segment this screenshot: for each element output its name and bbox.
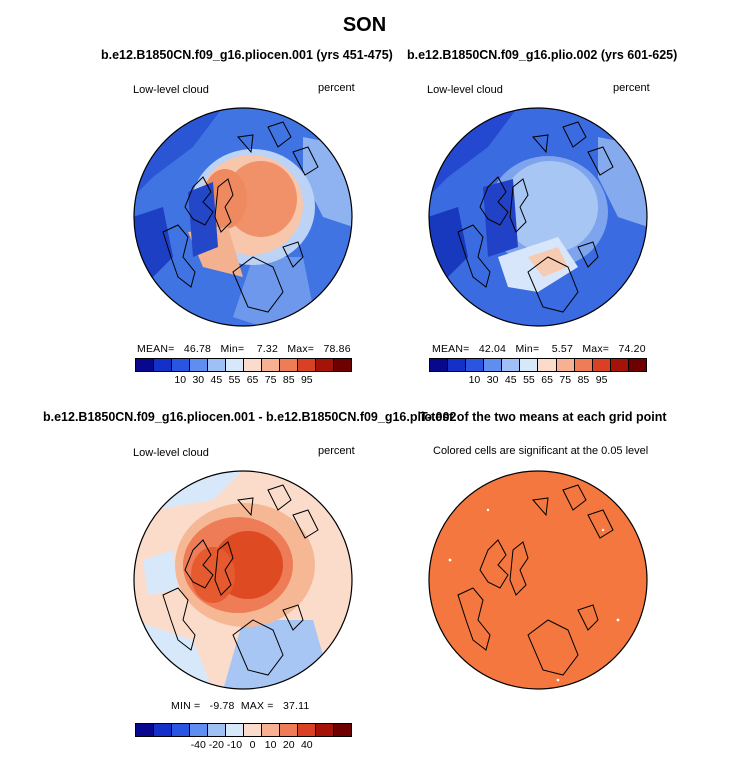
panel3-variable-label: Low-level cloud bbox=[133, 447, 209, 459]
colorbar-swatch bbox=[316, 724, 334, 736]
colorbar-tick-label: 95 bbox=[595, 374, 608, 386]
colorbar-swatch bbox=[154, 724, 172, 736]
colorbar-tick-label: 40 bbox=[300, 739, 313, 751]
colorbar-swatch bbox=[244, 359, 262, 371]
colorbar-swatch bbox=[466, 359, 485, 371]
panel1-variable-label: Low-level cloud bbox=[133, 84, 209, 96]
colorbar-tick-label: 10 bbox=[468, 374, 481, 386]
colorbar-tick-label: -40 bbox=[190, 739, 206, 751]
colorbar-tick-label: 65 bbox=[541, 374, 553, 386]
colorbar-tick-label: 85 bbox=[577, 374, 590, 386]
colorbar-swatch bbox=[448, 359, 467, 371]
colorbar-swatch bbox=[574, 359, 593, 371]
colorbar-tick-label: 30 bbox=[192, 374, 205, 386]
panel2-units-label: percent bbox=[613, 82, 650, 94]
panel2-stats: MEAN= 42.04 Min= 5.57 Max= 74.20 bbox=[432, 343, 646, 355]
colorbar-swatch bbox=[430, 359, 449, 371]
colorbar-swatch bbox=[226, 724, 244, 736]
colorbar-tick-label: 10 bbox=[264, 739, 277, 751]
panel1-stats: MEAN= 46.78 Min= 7.32 Max= 78.86 bbox=[137, 343, 351, 355]
colorbar-tick-label: 95 bbox=[300, 374, 313, 386]
panel1-polar-map bbox=[133, 107, 353, 327]
colorbar-swatch bbox=[136, 359, 154, 371]
colorbar-tick-label: -20 bbox=[208, 739, 224, 751]
colorbar-swatch bbox=[262, 359, 280, 371]
colorbar-tick-label: 85 bbox=[282, 374, 295, 386]
panel4-ttest-map bbox=[428, 470, 648, 690]
colorbar-swatch bbox=[298, 724, 316, 736]
colorbar-swatch bbox=[484, 359, 503, 371]
colorbar-swatch bbox=[502, 359, 521, 371]
panel1-title: b.e12.B1850CN.f09_g16.pliocen.001 (yrs 4… bbox=[101, 48, 393, 62]
colorbar-tick-label: 75 bbox=[264, 374, 277, 386]
colorbar-swatch bbox=[316, 359, 334, 371]
colorbar-swatch bbox=[190, 359, 208, 371]
colorbar-tick-label: 55 bbox=[523, 374, 535, 386]
colorbar-swatch bbox=[172, 359, 190, 371]
panel4-significance-note: Colored cells are significant at the 0.0… bbox=[433, 445, 649, 457]
colorbar-tick-label: -10 bbox=[226, 739, 243, 751]
colorbar-tick-label: 10 bbox=[174, 374, 187, 386]
colorbar-tick-label: 20 bbox=[282, 739, 295, 751]
panel2-variable-label: Low-level cloud bbox=[427, 84, 503, 96]
colorbar-swatch bbox=[244, 724, 262, 736]
colorbar-swatch bbox=[610, 359, 629, 371]
panel4-title: T-test of the two means at each grid poi… bbox=[420, 410, 667, 424]
colorbar-swatch bbox=[298, 359, 316, 371]
panel3-title: b.e12.B1850CN.f09_g16.pliocen.001 - b.e1… bbox=[43, 410, 457, 424]
panel1-units-label: percent bbox=[318, 82, 355, 94]
figure-title: SON bbox=[342, 14, 387, 36]
colorbar-swatch bbox=[334, 724, 351, 736]
colorbar-swatch bbox=[208, 724, 226, 736]
colorbar-swatch bbox=[334, 359, 351, 371]
colorbar-swatch bbox=[520, 359, 539, 371]
colorbar-tick-label: 45 bbox=[504, 374, 517, 386]
colorbar-swatch bbox=[190, 724, 208, 736]
colorbar-swatch bbox=[208, 359, 226, 371]
colorbar-tick-label: 45 bbox=[210, 374, 223, 386]
colorbar-tick-label: 75 bbox=[559, 374, 572, 386]
panel2-polar-map bbox=[428, 107, 648, 327]
colorbar-swatch bbox=[172, 724, 190, 736]
colorbar-tick-label: 55 bbox=[228, 374, 241, 386]
colorbar-swatch bbox=[226, 359, 244, 371]
colorbar-swatch bbox=[136, 724, 154, 736]
panel1-colorbar bbox=[135, 358, 352, 372]
panel2-colorbar bbox=[429, 358, 647, 372]
colorbar-swatch bbox=[556, 359, 575, 371]
colorbar-swatch bbox=[628, 359, 646, 371]
panel3-polar-map bbox=[133, 470, 353, 690]
colorbar-swatch bbox=[280, 724, 298, 736]
colorbar-tick-label: 30 bbox=[486, 374, 499, 386]
colorbar-swatch bbox=[592, 359, 611, 371]
panel2-title: b.e12.B1850CN.f09_g16.plio.002 (yrs 601-… bbox=[407, 48, 678, 62]
colorbar-swatch bbox=[280, 359, 298, 371]
colorbar-swatch bbox=[262, 724, 280, 736]
colorbar-tick-label: 65 bbox=[246, 374, 259, 386]
colorbar-tick-label: 0 bbox=[249, 739, 256, 751]
panel3-units-label: percent bbox=[318, 445, 355, 457]
colorbar-swatch bbox=[154, 359, 172, 371]
panel3-stats: MIN = -9.78 MAX = 37.11 bbox=[171, 700, 310, 712]
panel3-colorbar bbox=[135, 723, 352, 737]
colorbar-swatch bbox=[538, 359, 557, 371]
